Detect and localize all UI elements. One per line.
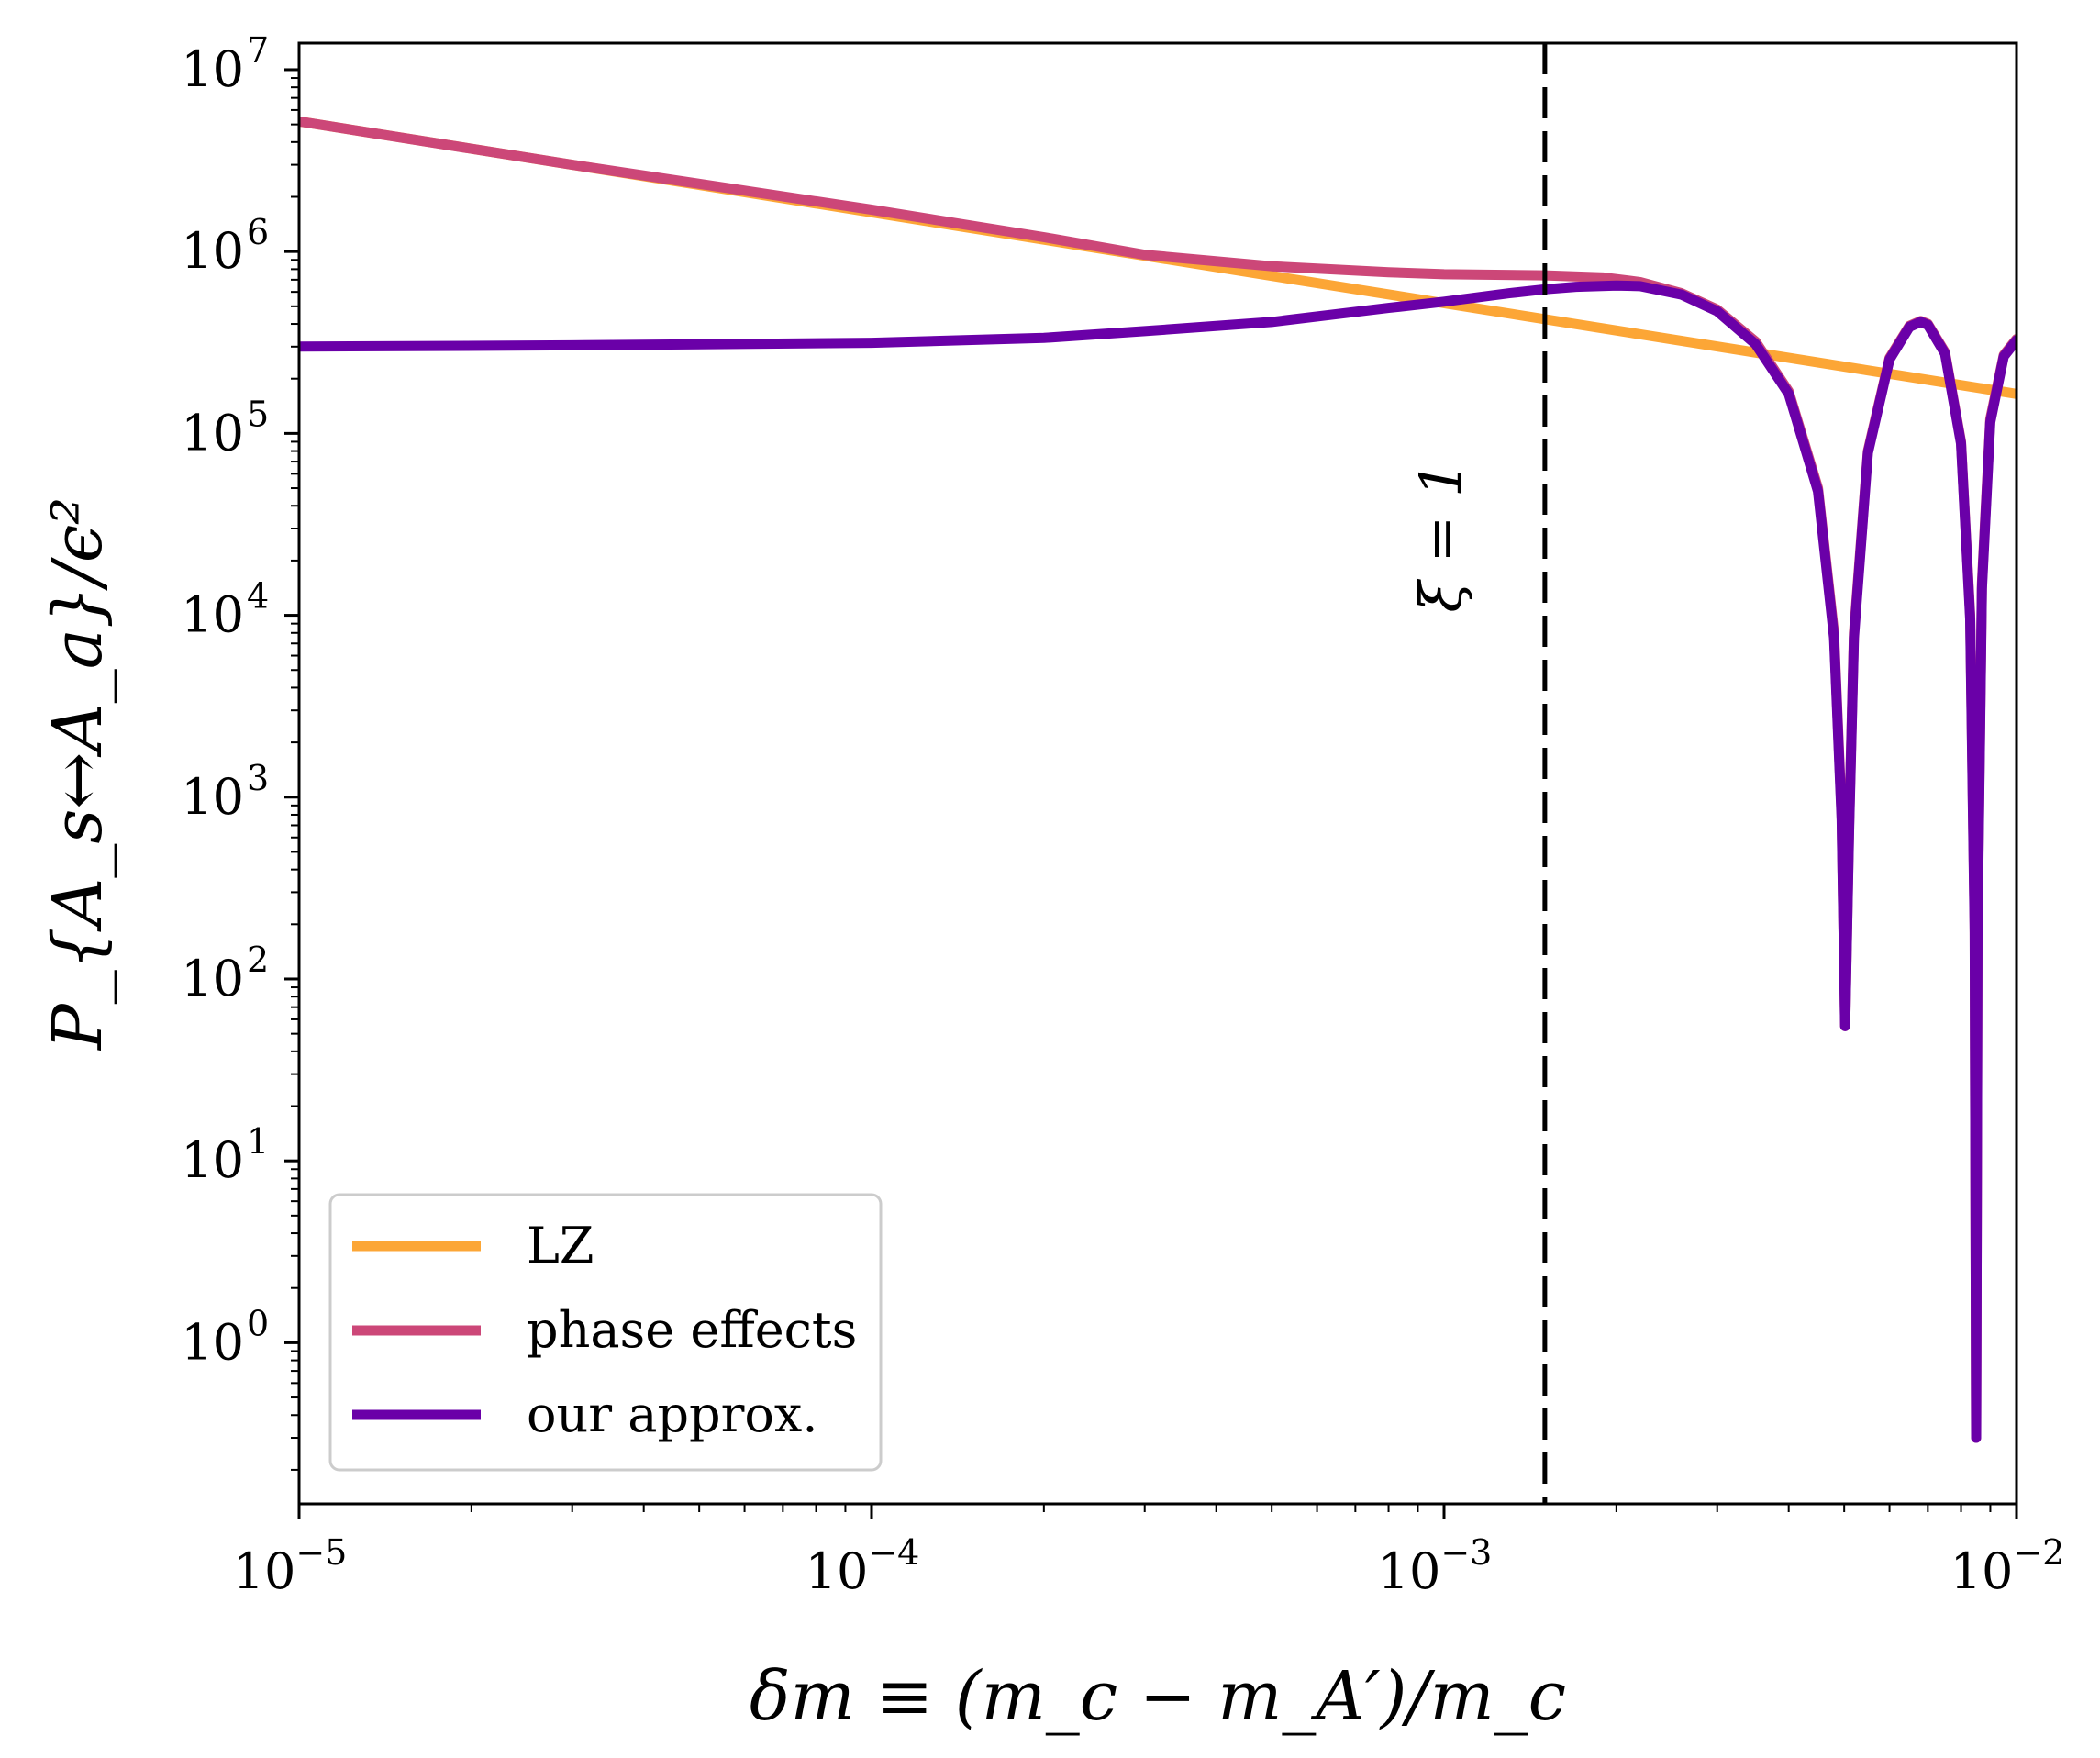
y-tick-label: 10 <box>181 768 244 826</box>
y-tick-exponent: 7 <box>247 30 269 71</box>
y-tick-label: 10 <box>181 404 244 462</box>
x-ticks: 10−5 10−4 10−3 10−2 <box>233 1504 2065 1600</box>
x-tick-label: 10−5 <box>233 1532 348 1600</box>
curves-layer <box>299 116 2017 1443</box>
legend-label: phase effects <box>527 1301 857 1359</box>
y-tick-exponent: 5 <box>247 394 269 434</box>
y-tick-exponent: 3 <box>247 758 269 798</box>
legend-box <box>328 1193 883 1472</box>
y-tick-exponent: 2 <box>247 940 269 980</box>
y-tick-exponent: 1 <box>247 1121 269 1162</box>
xi-equals-one-label: ξ = 1 <box>1407 462 1474 613</box>
series-line-our-approx <box>299 280 2017 1443</box>
y-tick-label: 10 <box>181 40 244 98</box>
x-axis-label: δm ≡ (m_c − m_A′)/m_c <box>750 1657 1566 1736</box>
y-tick-exponent: 4 <box>247 576 269 617</box>
x-tick-label: 10−2 <box>1950 1532 2065 1600</box>
y-tick-label: 10 <box>181 586 244 644</box>
x-tick-label: 10−3 <box>1378 1532 1493 1600</box>
y-tick-label: 10 <box>181 1313 244 1371</box>
y-axis-label: P_{A_s↔A_a}/ϵ² <box>39 497 117 1051</box>
y-tick-exponent: 0 <box>247 1303 269 1343</box>
y-tick-label: 10 <box>181 1131 244 1189</box>
y-tick-label: 10 <box>181 950 244 1007</box>
legend-label: LZ <box>527 1217 594 1274</box>
y-tick-label: 10 <box>181 222 244 280</box>
plot-frame <box>297 41 2018 1506</box>
legend: LZ phase effects our approx. <box>328 1193 883 1472</box>
legend-label: our approx. <box>527 1385 818 1443</box>
x-tick-label: 10−4 <box>806 1532 920 1600</box>
y-tick-exponent: 6 <box>247 212 269 252</box>
